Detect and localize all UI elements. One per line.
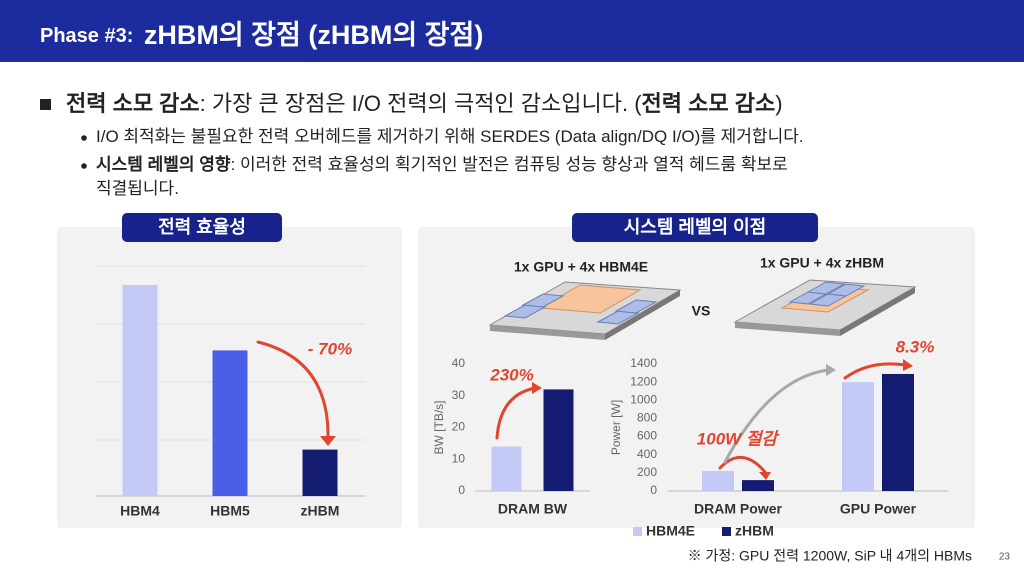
- bullets: 전력 소모 감소: 가장 큰 장점은 I/O 전력의 극적인 감소입니다. (전…: [40, 91, 804, 198]
- y-tick-label: 200: [637, 465, 657, 479]
- bar: [842, 382, 874, 491]
- package-hbm4e: [488, 281, 682, 340]
- legend-label: HBM4E: [646, 523, 695, 539]
- pill: [572, 213, 818, 242]
- text-run: I/O 최적화는 불필요한 전력 오버헤드를 제거하기 위해 SERDES (D…: [96, 127, 804, 146]
- bar: [702, 471, 734, 491]
- text-run: 전력 소모 감소: [66, 91, 200, 116]
- slide-title: Phase #3: zHBM의 장점 (zHBM의 장점): [40, 20, 483, 50]
- bar: [122, 285, 158, 496]
- bar: [882, 373, 914, 491]
- text-run: ): [775, 91, 782, 116]
- y-tick-label: 0: [458, 483, 465, 497]
- y-tick-label: 1200: [630, 374, 657, 388]
- bullet-square: [40, 99, 51, 110]
- x-tick-label: DRAM BW: [498, 501, 568, 517]
- text-run: : 이러한 전력 효율성의 획기적인 발전은 컴퓨팅 성능 향상과 열적 헤드룸…: [231, 155, 788, 174]
- y-tick-label: 30: [452, 388, 466, 402]
- header-bar: [0, 0, 1024, 62]
- x-tick-label: HBM5: [210, 503, 250, 519]
- annotation: 100W 절감: [697, 429, 781, 448]
- pill: [122, 213, 282, 242]
- annotation: 230%: [489, 365, 533, 384]
- text-run: 직결됩니다.: [96, 179, 179, 198]
- panel-title: 전력 효율성: [158, 217, 246, 237]
- legend-swatch: [633, 527, 642, 536]
- title-prefix: Phase #3:: [40, 25, 133, 47]
- legend-label: zHBM: [735, 523, 774, 539]
- title-main: zHBM의 장점 (zHBM의 장점): [144, 20, 484, 50]
- bullet-text: 시스템 레벨의 영향: 이러한 전력 효율성의 획기적인 발전은 컴퓨팅 성능 …: [96, 154, 788, 174]
- arrows: [256, 340, 913, 480]
- y-tick-label: 0: [650, 483, 657, 497]
- text-run: 전력 소모 감소: [642, 91, 776, 116]
- y-axis-label: BW [TB/s]: [432, 401, 446, 455]
- text-run: 시스템 레벨의 영향: [96, 154, 231, 174]
- bullet-dot: [81, 135, 87, 141]
- diagram-label: 1x GPU + 4x zHBM: [760, 255, 884, 271]
- bar: [491, 446, 522, 491]
- y-tick-label: 40: [452, 356, 466, 370]
- bar: [302, 449, 338, 496]
- text-run: : 가장 큰 장점은 I/O 전력의 극적인 감소입니다. (: [200, 91, 643, 116]
- bullet-text: 직결됩니다.: [96, 179, 179, 198]
- x-tick-label: HBM4: [120, 503, 160, 519]
- package-zhbm: [733, 279, 917, 336]
- y-tick-label: 800: [637, 411, 657, 425]
- page-number: 23: [999, 552, 1011, 563]
- annotation: - 70%: [308, 339, 352, 358]
- charts: HBM4 HBM5 zHBM - 70% 0 10 20 30 40 BW [TB/s] DRAM …: [120, 285, 948, 539]
- y-tick-label: 20: [452, 420, 466, 434]
- y-tick-label: 400: [637, 447, 657, 461]
- bar: [543, 389, 574, 491]
- bar: [212, 350, 248, 496]
- panel-title: 시스템 레벨의 이점: [624, 217, 766, 237]
- footnote: ※ 가정: GPU 전력 1200W, SiP 내 4개의 HBMs: [688, 548, 972, 564]
- bullet-dot: [81, 163, 87, 169]
- annotation: 8.3%: [896, 337, 935, 356]
- diagram-label: 1x GPU + 4x HBM4E: [514, 259, 648, 275]
- y-axis-label: Power [W]: [609, 400, 623, 455]
- y-tick-label: 1000: [630, 392, 657, 406]
- x-tick-label: DRAM Power: [694, 501, 782, 517]
- bar: [742, 480, 774, 491]
- y-tick-label: 10: [452, 451, 466, 465]
- bullet-text: I/O 최적화는 불필요한 전력 오버헤드를 제거하기 위해 SERDES (D…: [96, 127, 804, 146]
- y-tick-label: 1400: [630, 356, 657, 370]
- x-tick-label: GPU Power: [840, 501, 917, 517]
- bullet-text: 전력 소모 감소: 가장 큰 장점은 I/O 전력의 극적인 감소입니다. (전…: [66, 91, 783, 116]
- diagram-vs: VS: [692, 303, 711, 319]
- y-tick-label: 600: [637, 429, 657, 443]
- legend-swatch: [722, 527, 731, 536]
- x-tick-label: zHBM: [301, 503, 340, 519]
